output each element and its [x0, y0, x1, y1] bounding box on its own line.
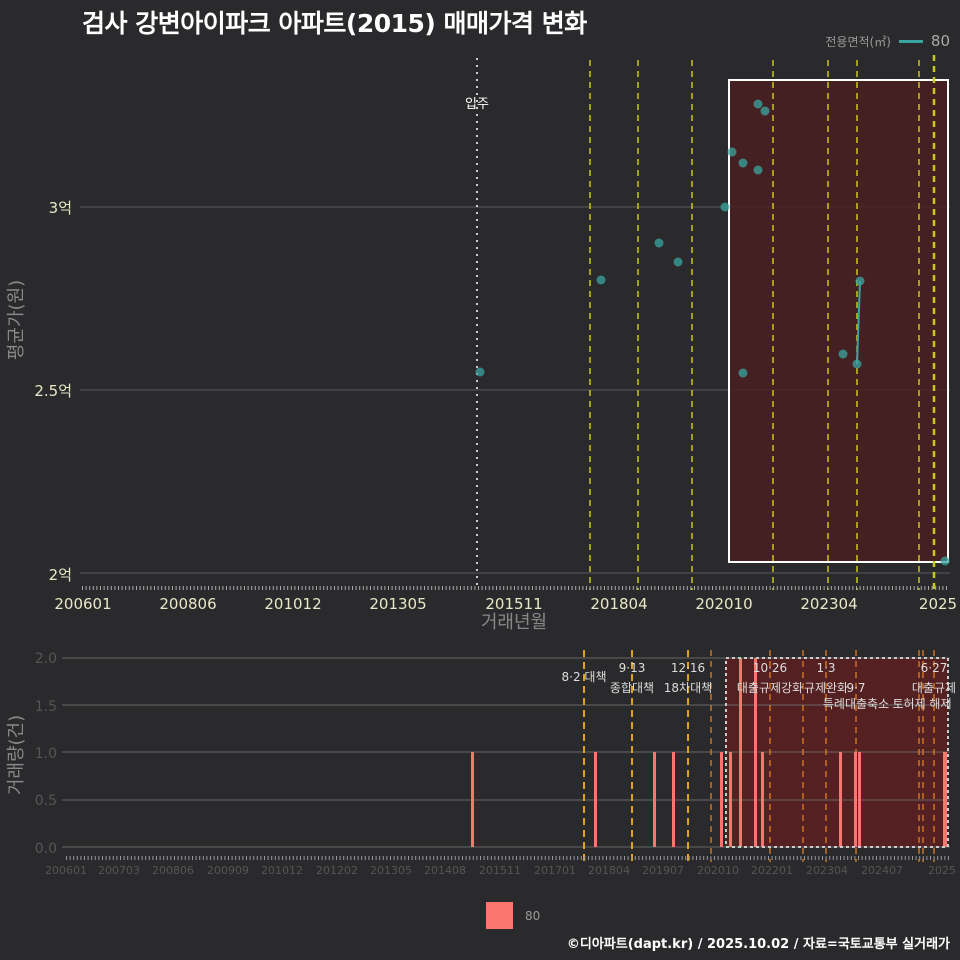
policy-1216-date: 12·16	[671, 661, 705, 675]
svg-text:0.0: 0.0	[35, 841, 57, 857]
svg-text:201408: 201408	[424, 864, 466, 877]
top-x-axis-label: 거래년월	[481, 612, 547, 633]
policy-lines	[589, 55, 936, 590]
volume-bars	[471, 658, 947, 847]
policy-toheo-label: 토허제 해제	[892, 697, 951, 711]
legend-title: 전용면적(㎡)	[825, 34, 891, 49]
svg-text:200601: 200601	[45, 864, 87, 877]
legend-line-icon	[898, 39, 923, 43]
svg-text:201804: 201804	[590, 595, 647, 613]
svg-text:201511: 201511	[485, 595, 542, 613]
svg-text:200703: 200703	[98, 864, 140, 877]
svg-text:1.5: 1.5	[35, 699, 57, 715]
policy-913-date: 9·13	[619, 661, 646, 675]
legend-bottom: 80	[486, 902, 540, 929]
svg-text:201907: 201907	[642, 864, 684, 877]
svg-text:0.5: 0.5	[35, 793, 57, 809]
svg-text:2.0: 2.0	[35, 651, 57, 667]
svg-text:200806: 200806	[152, 864, 194, 877]
svg-text:202304: 202304	[800, 595, 857, 613]
footer-credit: ©디아파트(dapt.kr) / 2025.10.02 / 자료=국토교통부 실…	[566, 937, 950, 952]
svg-text:1.0: 1.0	[35, 746, 57, 762]
move-in-label: 입주	[465, 97, 489, 112]
svg-text:202304: 202304	[806, 864, 848, 877]
svg-text:3억: 3억	[49, 199, 72, 217]
policy-627-date: 6·27	[921, 661, 948, 675]
price-points	[475, 99, 950, 566]
price-chart: 입주 3억 2.5억 2억 평균가(원) 200601 200806 20101…	[6, 55, 957, 633]
svg-text:202010: 202010	[695, 595, 752, 613]
svg-text:201305: 201305	[370, 864, 412, 877]
svg-text:201305: 201305	[369, 595, 426, 613]
bottom-y-axis-label: 거래량(건)	[6, 715, 27, 795]
policy-97-date: 9·7	[846, 681, 865, 695]
svg-text:202201: 202201	[751, 864, 793, 877]
top-y-axis-label: 평균가(원)	[6, 280, 27, 360]
legend-top: 전용면적(㎡) 80	[825, 32, 950, 50]
policy-1026-label: 대출규제강화	[737, 681, 803, 695]
highlight-box	[728, 79, 949, 563]
svg-text:2.5억: 2.5억	[34, 382, 72, 400]
chart-title: 검사 강변아이파크 아파트(2015) 매매가격 변화	[82, 9, 587, 38]
svg-text:2025: 2025	[919, 595, 957, 613]
legend-value: 80	[930, 32, 950, 50]
policy-913-label: 종합대책	[610, 680, 654, 695]
svg-text:201012: 201012	[261, 864, 303, 877]
svg-text:200806: 200806	[159, 595, 216, 613]
policy-13-date: 1·3	[816, 661, 835, 675]
svg-text:201012: 201012	[264, 595, 321, 613]
policy-1216-label: 18차대책	[664, 680, 712, 695]
policy-1026-date: 10·26	[753, 661, 787, 675]
svg-text:2025: 2025	[928, 864, 956, 877]
svg-text:201511: 201511	[479, 864, 521, 877]
svg-text:200909: 200909	[207, 864, 249, 877]
svg-text:201804: 201804	[588, 864, 630, 877]
legend-bottom-value: 80	[525, 908, 541, 923]
svg-text:2억: 2억	[49, 566, 72, 584]
svg-text:202407: 202407	[861, 864, 903, 877]
policy-627-label: 대출규제	[912, 681, 956, 695]
policy-97-label: 특례대출축소	[823, 697, 889, 711]
svg-text:201701: 201701	[534, 864, 576, 877]
volume-chart: 8·2 대책 9·13 종합대책 12·16 18차대책 10·26 대출규제강…	[6, 650, 956, 877]
policy-82-label: 8·2 대책	[562, 669, 607, 684]
svg-text:201202: 201202	[316, 864, 358, 877]
svg-text:202010: 202010	[697, 864, 739, 877]
legend-swatch-icon	[486, 902, 513, 929]
svg-text:200601: 200601	[54, 595, 111, 613]
policy-13-label: 규제완화	[804, 681, 848, 695]
